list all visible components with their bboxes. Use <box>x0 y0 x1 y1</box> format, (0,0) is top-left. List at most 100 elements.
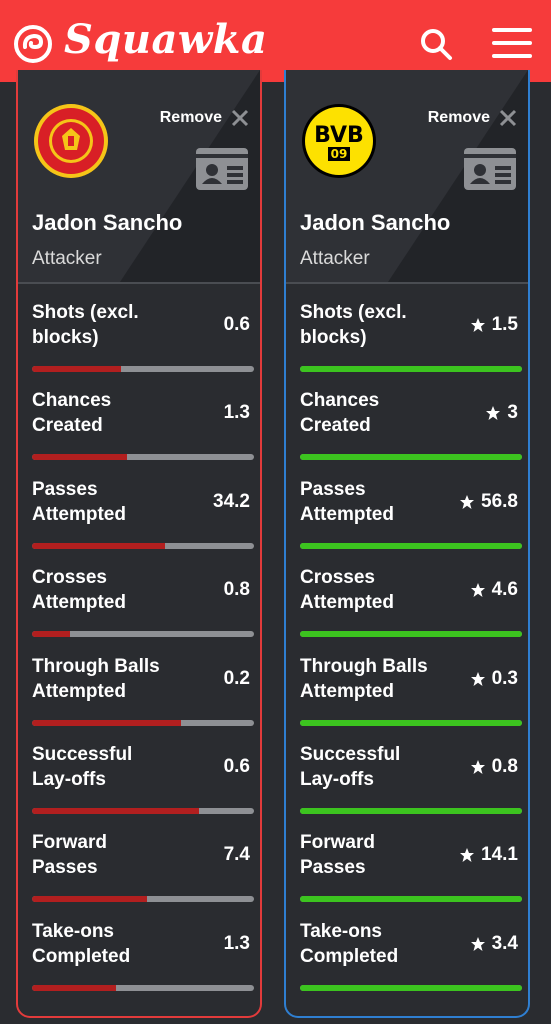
stat-row: Successful Lay-offs 0.8 <box>286 726 528 814</box>
stat-bar-fill <box>300 896 522 903</box>
stat-value: 0.8 <box>470 756 518 778</box>
stat-value: 3 <box>485 402 518 424</box>
stat-bar <box>32 542 254 549</box>
remove-label: Remove <box>159 109 222 126</box>
star-icon <box>470 936 485 951</box>
stat-bar-fill <box>300 719 522 726</box>
stat-row: Passes Attempted 56.8 <box>286 461 528 549</box>
id-card-icon[interactable] <box>464 148 516 190</box>
stat-label: Successful Lay-offs <box>300 743 401 790</box>
star-icon <box>486 406 501 421</box>
stat-row: Shots (excl. blocks) 0.6 <box>18 284 260 372</box>
brand-name[interactable]: Squawka <box>64 16 268 63</box>
star-icon <box>460 848 475 863</box>
stat-value: 0.6 <box>223 314 250 335</box>
stat-label: Through Balls Attempted <box>300 655 428 702</box>
app-header: Squawka <box>0 0 551 82</box>
stat-row: Through Balls Attempted 0.2 <box>18 638 260 726</box>
star-icon <box>470 759 485 774</box>
stat-value: 1.3 <box>223 402 250 424</box>
player-position: Attacker <box>32 248 102 269</box>
stat-value: 7.4 <box>223 844 250 866</box>
stat-row: Forward Passes 7.4 <box>18 814 260 903</box>
search-icon[interactable] <box>418 26 454 62</box>
stat-row: Take-ons Completed 1.3 <box>18 903 260 991</box>
stat-row: Shots (excl. blocks) 1.5 <box>286 284 528 372</box>
stat-bar <box>300 631 522 638</box>
stat-bar <box>32 454 254 461</box>
player-header: BVB 09 Remove Jadon Sancho Attacker <box>286 70 528 284</box>
stat-label: Shots (excl. blocks) <box>32 302 139 348</box>
player-header: Remove Jadon Sancho Attacker <box>18 70 260 284</box>
svg-text:09: 09 <box>331 147 348 161</box>
stat-label: Passes Attempted <box>32 478 126 525</box>
player-name: Jadon Sancho <box>32 210 183 235</box>
stat-bar <box>300 719 522 726</box>
stat-row: Through Balls Attempted 0.3 <box>286 638 528 726</box>
stat-label: Passes Attempted <box>300 478 394 525</box>
stat-bar-fill <box>32 631 70 638</box>
stat-row: Crosses Attempted 4.6 <box>286 549 528 638</box>
stat-bar-fill <box>300 542 522 549</box>
stat-bar <box>32 366 254 372</box>
stat-bar-fill <box>32 366 121 372</box>
stat-bar <box>300 984 522 991</box>
stat-bar <box>300 366 522 372</box>
stat-row: Passes Attempted 34.2 <box>18 461 260 549</box>
remove-button[interactable]: Remove <box>428 108 518 128</box>
stat-value: 0.6 <box>223 755 250 777</box>
stat-bar-fill <box>32 984 117 991</box>
stat-bar-fill <box>300 631 522 638</box>
id-card-icon[interactable] <box>196 148 248 190</box>
stat-bar-fill <box>32 542 166 549</box>
player-name: Jadon Sancho <box>300 210 451 235</box>
stat-value: 14.1 <box>459 844 518 866</box>
star-icon <box>460 494 475 509</box>
menu-icon[interactable] <box>492 28 532 60</box>
stat-row: Take-ons Completed 3.4 <box>286 903 528 991</box>
star-icon <box>470 318 485 332</box>
stat-bar <box>300 807 522 814</box>
stat-label: Take-ons Completed <box>300 920 399 967</box>
player-panel-right: BVB 09 Remove Jadon Sancho Attacker Shot… <box>284 70 530 1018</box>
stat-row: Crosses Attempted 0.8 <box>18 549 260 638</box>
squawka-logo-icon[interactable] <box>14 25 52 63</box>
star-icon <box>470 671 485 686</box>
player-position: Attacker <box>300 248 370 269</box>
remove-label: Remove <box>427 109 490 126</box>
stat-row: Chances Created 1.3 <box>18 372 260 461</box>
stat-bar <box>32 631 254 638</box>
stat-label: Forward Passes <box>32 832 107 879</box>
close-icon <box>499 109 517 127</box>
stat-bar-fill <box>300 366 522 372</box>
stats-list: Shots (excl. blocks) 1.5 Chances Created… <box>286 284 528 991</box>
stat-label: Shots (excl. blocks) <box>300 302 407 348</box>
stat-bar-fill <box>300 807 522 814</box>
stat-bar-fill <box>32 807 199 814</box>
remove-button[interactable]: Remove <box>160 108 250 128</box>
stat-value: 3.4 <box>470 933 518 955</box>
stat-bar-fill <box>300 984 522 991</box>
stat-value: 0.2 <box>223 667 250 689</box>
star-icon <box>470 583 485 598</box>
stat-value: 1.5 <box>470 314 518 336</box>
stat-value: 34.2 <box>213 490 250 512</box>
stats-list: Shots (excl. blocks) 0.6 Chances Created… <box>18 284 260 991</box>
stat-label: Chances Created <box>300 390 380 437</box>
stat-label: Successful Lay-offs <box>32 743 133 790</box>
stat-bar <box>32 896 254 903</box>
stat-bar <box>32 984 254 991</box>
stat-value: 0.3 <box>470 668 518 690</box>
stat-label: Crosses Attempted <box>32 567 126 614</box>
stat-label: Crosses Attempted <box>300 567 394 614</box>
close-icon <box>231 109 249 127</box>
stat-label: Through Balls Attempted <box>32 655 160 702</box>
stat-label: Take-ons Completed <box>32 920 131 967</box>
stat-bar <box>300 542 522 549</box>
stat-bar <box>32 719 254 726</box>
stat-value: 1.3 <box>223 932 250 954</box>
bvb-crest-icon: BVB 09 <box>302 104 376 178</box>
stat-row: Chances Created 3 <box>286 372 528 461</box>
stat-value: 0.8 <box>223 579 250 601</box>
stat-label: Chances Created <box>32 390 112 437</box>
